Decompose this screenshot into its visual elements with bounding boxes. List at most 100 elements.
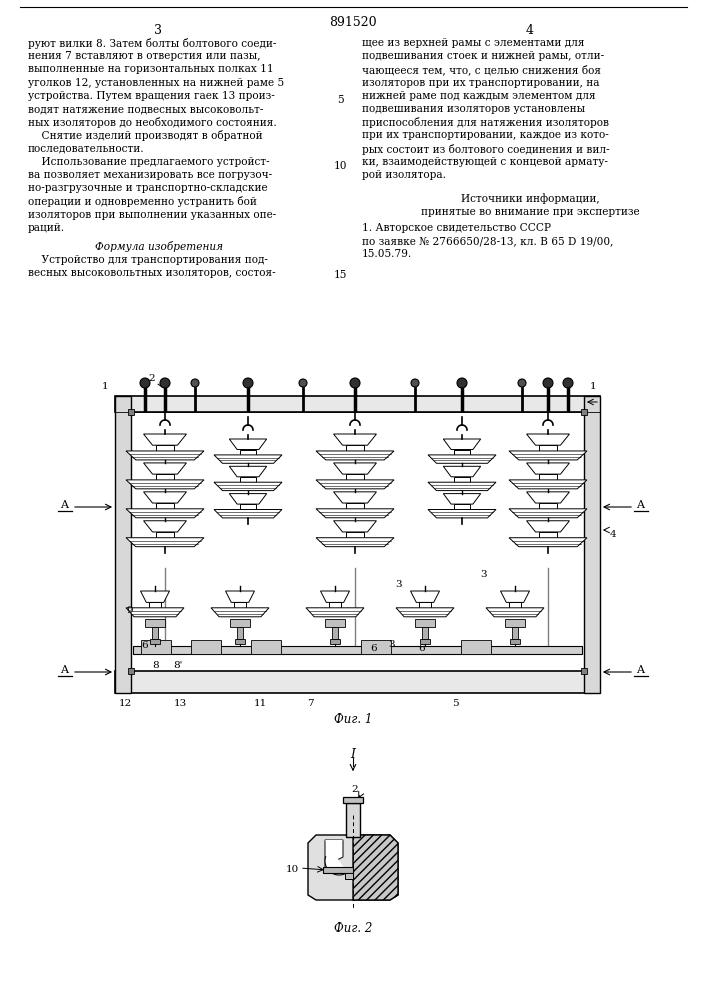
Bar <box>422 627 428 639</box>
Text: последовательности.: последовательности. <box>28 144 145 154</box>
Polygon shape <box>214 482 282 491</box>
Bar <box>505 619 525 627</box>
Text: Снятие изделий производят в обратной: Снятие изделий производят в обратной <box>28 130 262 141</box>
Bar <box>539 503 556 509</box>
Polygon shape <box>229 466 267 477</box>
Bar <box>128 409 134 415</box>
Text: 4: 4 <box>526 24 534 37</box>
Text: раций.: раций. <box>28 223 65 233</box>
Bar <box>329 602 341 608</box>
Text: A: A <box>636 500 644 510</box>
Circle shape <box>350 378 360 388</box>
Polygon shape <box>144 434 187 445</box>
Polygon shape <box>126 538 204 547</box>
Text: 12: 12 <box>118 699 132 708</box>
Text: выполненные на горизонтальных полках 11: выполненные на горизонтальных полках 11 <box>28 64 274 74</box>
Polygon shape <box>527 521 569 532</box>
Bar <box>156 503 174 509</box>
Polygon shape <box>527 492 569 503</box>
Bar <box>115 396 600 693</box>
Bar <box>150 639 160 644</box>
Text: 3: 3 <box>388 640 395 649</box>
Polygon shape <box>334 463 376 474</box>
Bar <box>240 450 256 455</box>
Text: устройства. Путем вращения гаек 13 произ-: устройства. Путем вращения гаек 13 произ… <box>28 91 275 101</box>
Text: 7: 7 <box>307 699 313 708</box>
Bar <box>152 627 158 639</box>
Polygon shape <box>443 494 481 504</box>
Bar <box>251 640 281 654</box>
Bar <box>133 646 582 654</box>
Text: 4: 4 <box>610 530 617 539</box>
Bar <box>325 619 345 627</box>
Bar <box>345 873 353 879</box>
Text: 891520: 891520 <box>329 16 377 29</box>
Polygon shape <box>308 835 398 900</box>
Text: по заявке № 2766650/28-13, кл. В 65 D 19/00,: по заявке № 2766650/28-13, кл. В 65 D 19… <box>362 236 614 246</box>
Polygon shape <box>411 591 440 602</box>
Polygon shape <box>527 434 569 445</box>
Polygon shape <box>320 591 349 602</box>
Circle shape <box>243 378 253 388</box>
Text: водят натяжение подвесных высоковольт-: водят натяжение подвесных высоковольт- <box>28 104 264 114</box>
Bar <box>539 474 556 480</box>
Bar <box>240 477 256 482</box>
Polygon shape <box>126 608 184 617</box>
Polygon shape <box>226 591 255 602</box>
Bar <box>455 477 469 482</box>
Polygon shape <box>486 608 544 617</box>
Polygon shape <box>144 521 187 532</box>
Bar <box>156 532 174 538</box>
Bar <box>361 640 391 654</box>
Bar <box>346 474 363 480</box>
Bar <box>234 602 246 608</box>
Bar <box>330 639 340 644</box>
Text: операции и одновременно устранить бой: операции и одновременно устранить бой <box>28 196 257 207</box>
Text: нения 7 вставляют в отверстия или пазы,: нения 7 вставляют в отверстия или пазы, <box>28 51 260 61</box>
Text: I: I <box>351 748 356 761</box>
Bar <box>240 504 256 510</box>
Text: чающееся тем, что, с целью снижения боя: чающееся тем, что, с целью снижения боя <box>362 64 601 75</box>
Text: 3: 3 <box>480 570 486 579</box>
Text: A: A <box>60 500 68 510</box>
Bar <box>461 640 491 654</box>
Text: приспособления для натяжения изоляторов: приспособления для натяжения изоляторов <box>362 117 609 128</box>
Text: Использование предлагаемого устройст-: Использование предлагаемого устройст- <box>28 157 269 167</box>
Bar <box>455 504 469 510</box>
Text: рых состоит из болтового соединения и вил-: рых состоит из болтового соединения и ви… <box>362 144 609 155</box>
Polygon shape <box>126 480 204 489</box>
Circle shape <box>191 379 199 387</box>
Bar <box>539 445 556 451</box>
Bar <box>149 602 161 608</box>
Text: A: A <box>60 665 68 675</box>
Bar <box>230 619 250 627</box>
Bar <box>346 532 363 538</box>
Bar <box>512 627 518 639</box>
Bar <box>343 797 363 803</box>
Bar <box>455 450 469 455</box>
Text: 6: 6 <box>370 644 377 653</box>
Polygon shape <box>501 591 530 602</box>
Polygon shape <box>141 591 170 602</box>
Text: изоляторов при выполнении указанных опе-: изоляторов при выполнении указанных опе- <box>28 210 276 220</box>
Polygon shape <box>144 463 187 474</box>
Polygon shape <box>334 434 376 445</box>
Bar <box>415 619 435 627</box>
Polygon shape <box>334 492 376 503</box>
Text: 2: 2 <box>148 374 155 383</box>
Text: ных изоляторов до необходимого состояния.: ных изоляторов до необходимого состояния… <box>28 117 276 128</box>
Text: ва позволяет механизировать все погрузоч-: ва позволяет механизировать все погрузоч… <box>28 170 272 180</box>
Text: нижней раме под каждым элементом для: нижней раме под каждым элементом для <box>362 91 595 101</box>
Bar <box>346 503 363 509</box>
Circle shape <box>563 378 573 388</box>
Text: 9: 9 <box>126 606 133 615</box>
Polygon shape <box>316 509 394 518</box>
Text: уголков 12, установленных на нижней раме 5: уголков 12, установленных на нижней раме… <box>28 78 284 88</box>
Bar <box>510 639 520 644</box>
Polygon shape <box>428 510 496 518</box>
Bar <box>156 445 174 451</box>
Polygon shape <box>428 482 496 491</box>
Text: 11: 11 <box>253 699 267 708</box>
Text: при их транспортировании, каждое из кото-: при их транспортировании, каждое из кото… <box>362 130 609 140</box>
Text: подвешивания изоляторов установлены: подвешивания изоляторов установлены <box>362 104 585 114</box>
